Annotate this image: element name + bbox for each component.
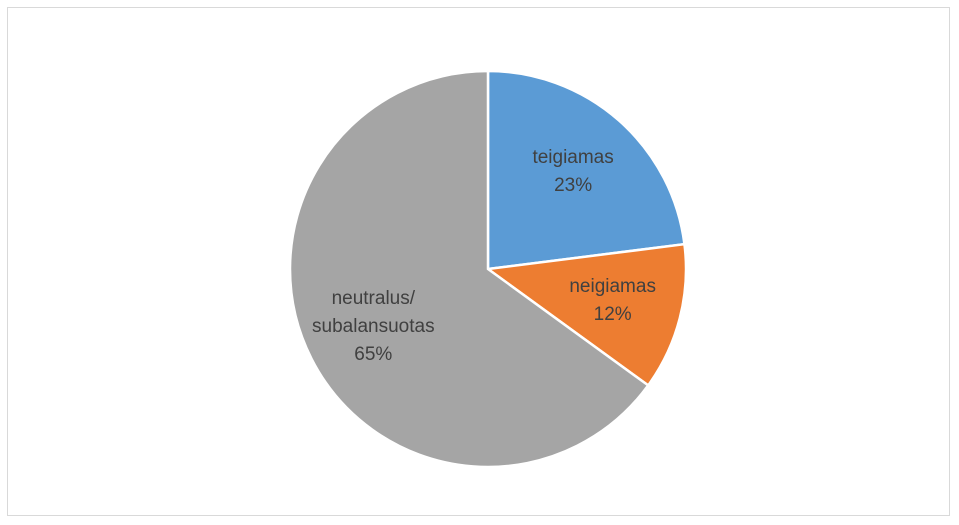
value-label: 23% xyxy=(554,175,593,197)
data-label: teigiamas 23% xyxy=(498,144,648,200)
category-label: neigiamas xyxy=(569,276,656,297)
data-label: neutralus/ subalansuotas 65% xyxy=(308,285,438,369)
data-label: neigiamas 12% xyxy=(538,273,688,329)
value-label: 65% xyxy=(354,344,393,366)
pie-slice xyxy=(484,242,688,388)
pie-slice xyxy=(486,69,686,271)
value-label: 12% xyxy=(593,304,632,325)
chart-frame xyxy=(7,7,950,516)
pie-slice xyxy=(288,69,650,469)
category-label: teigiamas xyxy=(532,147,614,169)
category-label: neutralus/ subalansuotas xyxy=(312,288,435,338)
